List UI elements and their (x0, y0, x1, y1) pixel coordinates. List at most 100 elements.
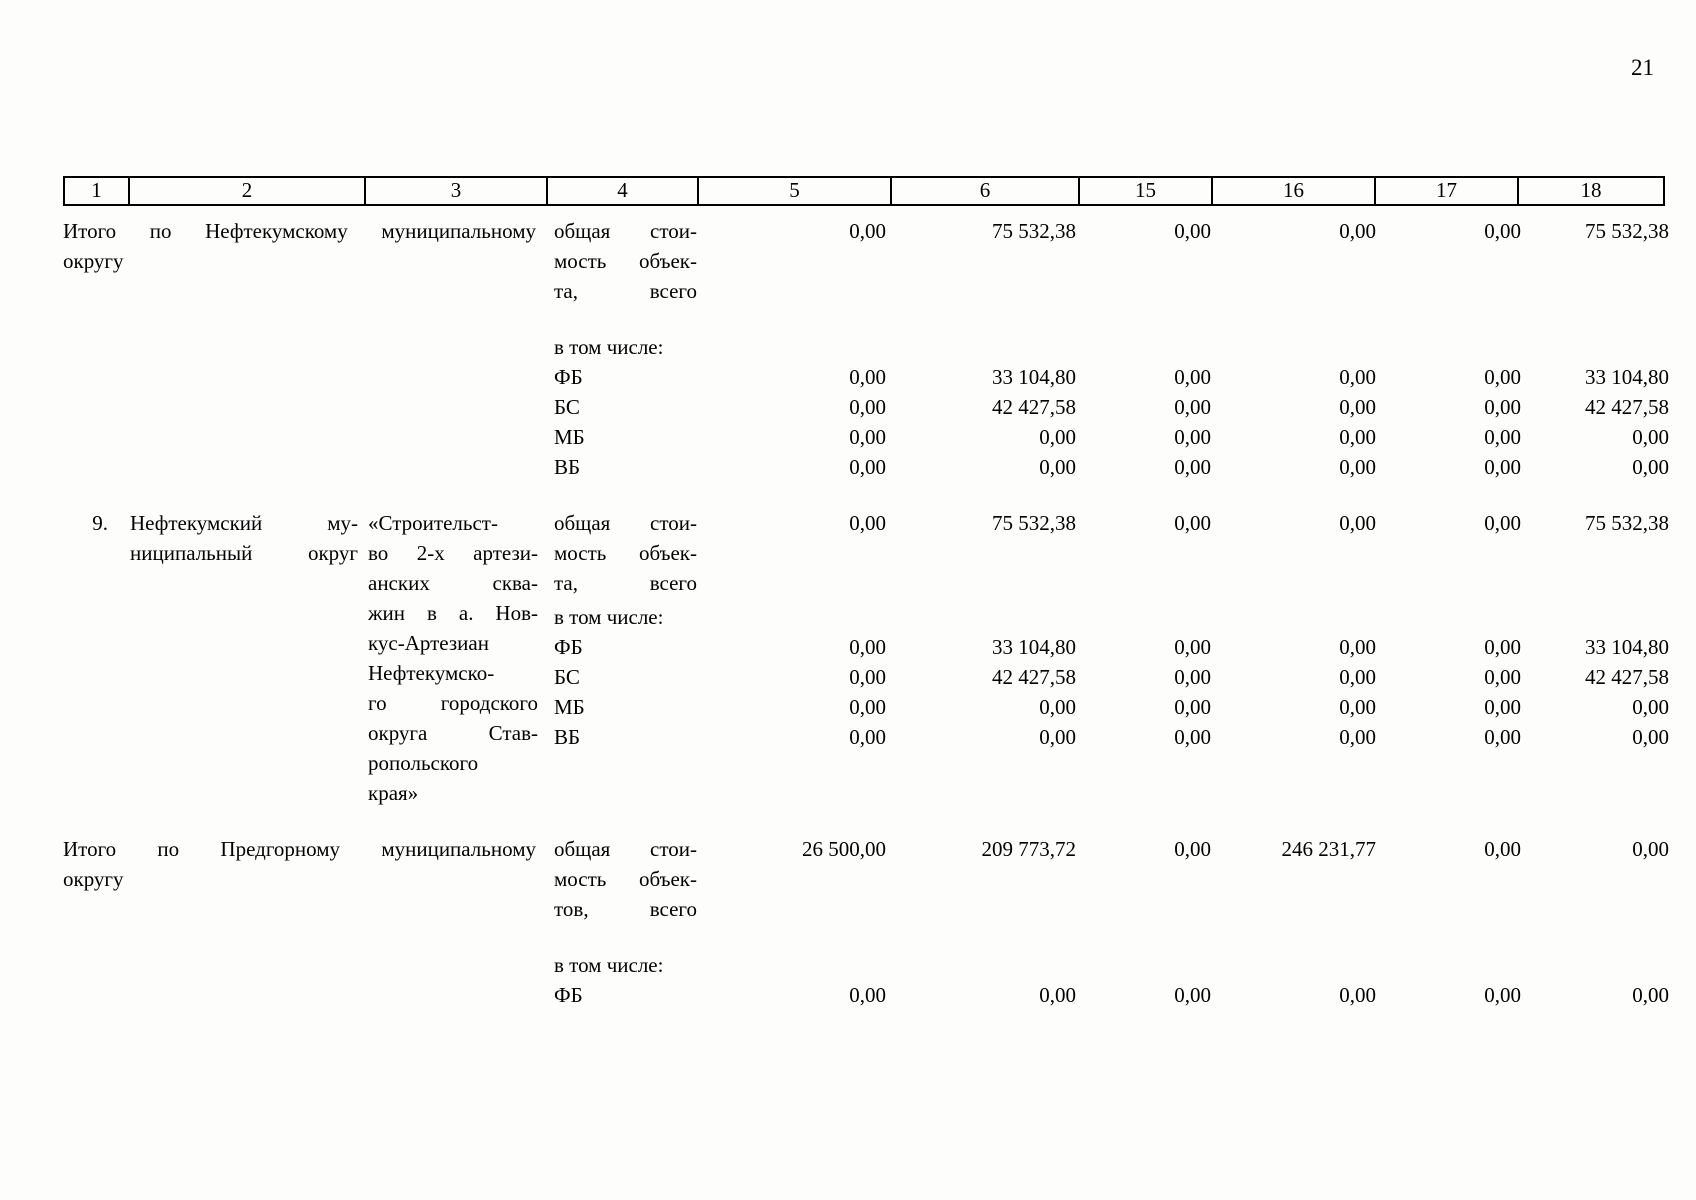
value-cell-5: 0,00 (849, 455, 886, 479)
table-row: БС 0,00 42 427,58 0,00 0,00 0,00 42 427,… (552, 392, 1683, 422)
value-cell-18: 42 427,58 (1585, 665, 1669, 689)
value-cell-5: 0,00 (849, 219, 886, 243)
value-cell-17: 0,00 (1484, 455, 1521, 479)
value-cell-16: 0,00 (1339, 725, 1376, 749)
indicator-cell: ФБ (554, 983, 583, 1007)
indicator-cell: в том числе: (554, 605, 664, 629)
value-cell-15: 0,00 (1174, 695, 1211, 719)
value-cell-18: 0,00 (1632, 425, 1669, 449)
value-cell-17: 0,00 (1484, 395, 1521, 419)
value-cell-6: 42 427,58 (992, 665, 1076, 689)
value-cell-16: 0,00 (1339, 983, 1376, 1007)
value-cell-6: 209 773,72 (981, 837, 1077, 861)
value-cell-6: 75 532,38 (992, 511, 1076, 535)
value-cell-16: 0,00 (1339, 219, 1376, 243)
indicator-cell: общая стои- мость объек- та, всего (554, 511, 697, 595)
group-values: общая стои- мость объек- та, всего 0,00 … (552, 508, 1683, 752)
value-cell-18: 33 104,80 (1585, 365, 1669, 389)
value-cell-16: 0,00 (1339, 425, 1376, 449)
column-header-4: 4 (546, 176, 699, 206)
value-cell-15: 0,00 (1174, 665, 1211, 689)
value-cell-15: 0,00 (1174, 635, 1211, 659)
value-cell-5: 0,00 (849, 425, 886, 449)
value-cell-5: 0,00 (849, 983, 886, 1007)
table-row: ВБ 0,00 0,00 0,00 0,00 0,00 0,00 (552, 452, 1683, 482)
indicator-cell: ВБ (554, 725, 581, 749)
column-header-1: 1 (63, 176, 130, 206)
group-values: общая стои- мость объек- тов, всего 26 5… (552, 834, 1683, 1010)
page-number: 21 (1631, 55, 1654, 80)
indicator-cell: в том числе: (554, 953, 664, 977)
value-cell-6: 0,00 (1039, 695, 1076, 719)
table-row: в том числе: (552, 332, 1683, 362)
indicator-cell: общая стои- мость объек- тов, всего (554, 837, 697, 921)
indicator-cell: ФБ (554, 365, 583, 389)
column-header-2: 2 (128, 176, 366, 206)
value-cell-5: 0,00 (849, 511, 886, 535)
table-row: ФБ 0,00 33 104,80 0,00 0,00 0,00 33 104,… (552, 362, 1683, 392)
value-cell-5: 0,00 (849, 365, 886, 389)
table-row: в том числе: (552, 602, 1683, 632)
value-cell-6: 75 532,38 (992, 219, 1076, 243)
table-row: ФБ 0,00 33 104,80 0,00 0,00 0,00 33 104,… (552, 632, 1683, 662)
table-row: общая стои- мость объек- та, всего 0,00 … (552, 216, 1683, 306)
table-row: общая стои- мость объек- та, всего 0,00 … (552, 508, 1683, 598)
table-row: в том числе: (552, 950, 1683, 980)
table-group-neftekumsky-project: 9. Нефтекумский му- ниципальный округ «С… (63, 508, 1683, 808)
value-cell-6: 0,00 (1039, 983, 1076, 1007)
value-cell-18: 0,00 (1632, 455, 1669, 479)
table-row: общая стои- мость объек- тов, всего 26 5… (552, 834, 1683, 924)
column-header-3: 3 (364, 176, 548, 206)
value-cell-5: 0,00 (849, 395, 886, 419)
value-cell-15: 0,00 (1174, 837, 1211, 861)
budget-table: 1 2 3 4 5 6 15 16 17 18 Итого по Нефтеку… (63, 176, 1683, 1010)
column-header-6: 6 (890, 176, 1080, 206)
value-cell-16: 0,00 (1339, 395, 1376, 419)
value-cell-17: 0,00 (1484, 695, 1521, 719)
value-cell-5: 26 500,00 (802, 837, 886, 861)
value-cell-15: 0,00 (1174, 455, 1211, 479)
value-cell-17: 0,00 (1484, 635, 1521, 659)
value-cell-17: 0,00 (1484, 837, 1521, 861)
group-title: Итого по Нефтекумскому муниципальному ок… (63, 219, 536, 273)
value-cell-15: 0,00 (1174, 395, 1211, 419)
value-cell-15: 0,00 (1174, 219, 1211, 243)
value-cell-17: 0,00 (1484, 425, 1521, 449)
value-cell-15: 0,00 (1174, 511, 1211, 535)
municipality-cell: Нефтекумский му- ниципальный округ (130, 511, 358, 565)
indicator-cell: МБ (554, 695, 585, 719)
value-cell-16: 0,00 (1339, 455, 1376, 479)
indicator-cell: БС (554, 665, 580, 689)
indicator-cell: БС (554, 395, 580, 419)
value-cell-6: 0,00 (1039, 455, 1076, 479)
value-cell-18: 0,00 (1632, 983, 1669, 1007)
value-cell-6: 0,00 (1039, 725, 1076, 749)
value-cell-5: 0,00 (849, 635, 886, 659)
value-cell-16: 246 231,77 (1281, 837, 1377, 861)
value-cell-6: 33 104,80 (992, 635, 1076, 659)
value-cell-15: 0,00 (1174, 983, 1211, 1007)
value-cell-18: 0,00 (1632, 837, 1669, 861)
value-cell-17: 0,00 (1484, 511, 1521, 535)
column-header-17: 17 (1374, 176, 1519, 206)
value-cell-17: 0,00 (1484, 219, 1521, 243)
value-cell-18: 42 427,58 (1585, 395, 1669, 419)
value-cell-16: 0,00 (1339, 695, 1376, 719)
value-cell-5: 0,00 (849, 725, 886, 749)
indicator-cell: в том числе: (554, 335, 664, 359)
value-cell-5: 0,00 (849, 695, 886, 719)
row-number-cell: 9. (92, 511, 108, 535)
table-row: ФБ 0,00 0,00 0,00 0,00 0,00 0,00 (552, 980, 1683, 1010)
value-cell-16: 0,00 (1339, 365, 1376, 389)
value-cell-16: 0,00 (1339, 511, 1376, 535)
value-cell-18: 0,00 (1632, 695, 1669, 719)
indicator-cell: МБ (554, 425, 585, 449)
table-group-total-predgorny: Итого по Предгорному муниципальному окру… (63, 834, 1683, 1010)
value-cell-18: 75 532,38 (1585, 511, 1669, 535)
table-row: МБ 0,00 0,00 0,00 0,00 0,00 0,00 (552, 422, 1683, 452)
value-cell-6: 42 427,58 (992, 395, 1076, 419)
value-cell-5: 0,00 (849, 665, 886, 689)
table-row: ВБ 0,00 0,00 0,00 0,00 0,00 0,00 (552, 722, 1683, 752)
value-cell-15: 0,00 (1174, 425, 1211, 449)
